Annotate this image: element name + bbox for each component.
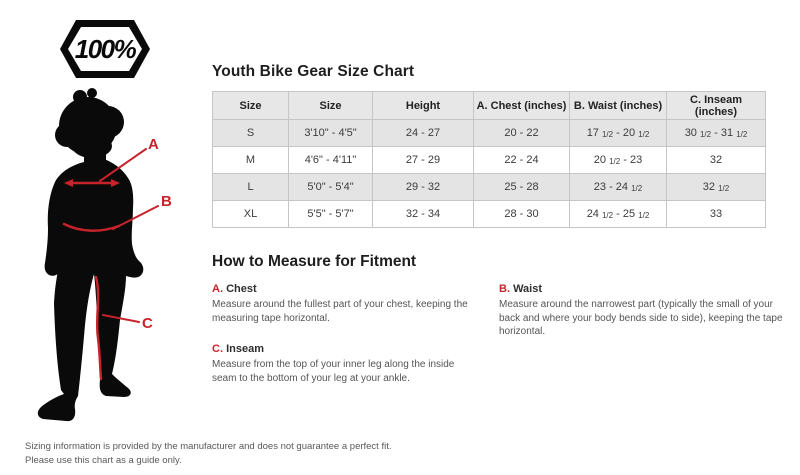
measure-item-chest: A. Chest Measure around the fullest part …	[212, 283, 477, 325]
label-c-connector	[102, 314, 140, 323]
table-cell: 22 - 24	[473, 146, 570, 174]
child-silhouette	[37, 88, 144, 422]
measure-item-waist: B. Waist Measure around the narrowest par…	[499, 283, 787, 339]
measure-section: How to Measure for Fitment A. Chest Measu…	[212, 253, 783, 385]
measure-item-name: Waist	[513, 283, 542, 295]
page-title: Youth Bike Gear Size Chart	[212, 63, 415, 80]
column-header: Height	[372, 91, 474, 120]
measure-item-letter: A.	[212, 283, 227, 295]
table-cell: 3'10" - 4'5"	[288, 119, 373, 147]
footer-disclaimer: Sizing information is provided by the ma…	[25, 440, 392, 468]
table-cell: 32 1/2	[666, 173, 766, 201]
table-cell: 17 1/2 - 20 1/2	[569, 119, 667, 147]
size-diagram: 100% A B C	[37, 20, 172, 422]
table-cell: 32 - 34	[372, 200, 474, 228]
label-b-connector	[112, 205, 159, 230]
chest-line-arrowheads	[64, 179, 120, 187]
table-cell: 5'0" - 5'4"	[288, 173, 373, 201]
column-header: Size	[288, 91, 373, 120]
measure-item-text: Measure around the fullest part of your …	[212, 299, 468, 324]
table-cell: 5'5" - 5'7"	[288, 200, 373, 228]
column-header: C. Inseam (inches)	[666, 91, 766, 120]
measure-item-heading: A. Chest	[212, 283, 477, 295]
table-cell: 24 - 27	[372, 119, 474, 147]
label-b: B	[161, 193, 172, 210]
inseam-line	[94, 275, 103, 381]
table-row: S 3'10" - 4'5" 24 - 27 20 - 22 17 1/2 - 20 1…	[212, 119, 766, 147]
table-cell: 25 - 28	[473, 173, 570, 201]
table-header: Size Size Height A. Chest (inches) B. Waist …	[212, 91, 766, 120]
measure-item-heading: C. Inseam	[212, 343, 477, 355]
table-cell: 20 1/2 - 23	[569, 146, 667, 174]
label-a: A	[148, 136, 159, 153]
measure-item-text: Measure around the narrowest part (typic…	[499, 299, 783, 337]
measure-item-letter: C.	[212, 343, 227, 355]
table-row: XL 5'5" - 5'7" 32 - 34 28 - 30 24 1/2 - 25 1…	[212, 200, 766, 228]
logo-text: 100%	[75, 34, 137, 64]
table-cell: 20 - 22	[473, 119, 570, 147]
label-a-connector	[99, 148, 147, 182]
table-cell: M	[212, 146, 289, 174]
measure-item-heading: B. Waist	[499, 283, 787, 295]
table-cell: 33	[666, 200, 766, 228]
measure-item-name: Inseam	[226, 343, 264, 355]
column-header: B. Waist (inches)	[569, 91, 667, 120]
column-header: Size	[212, 91, 289, 120]
measure-item-letter: B.	[499, 283, 514, 295]
measure-item-name: Chest	[226, 283, 257, 295]
table-cell: 24 1/2 - 25 1/2	[569, 200, 667, 228]
table-cell: 27 - 29	[372, 146, 474, 174]
brand-logo: 100%	[60, 20, 150, 78]
footer-line-2: Please use this chart as a guide only.	[25, 454, 182, 466]
table-cell: 30 1/2 - 31 1/2	[666, 119, 766, 147]
table-cell: 29 - 32	[372, 173, 474, 201]
table-cell: 28 - 30	[473, 200, 570, 228]
size-chart-table: Size Size Height A. Chest (inches) B. Waist …	[212, 91, 766, 228]
measure-column-left: A. Chest Measure around the fullest part …	[212, 283, 477, 385]
table-cell: XL	[212, 200, 289, 228]
column-header: A. Chest (inches)	[473, 91, 570, 120]
label-c: C	[142, 315, 153, 332]
measure-item-inseam: C. Inseam Measure from the top of your in…	[212, 343, 477, 385]
main-content: Youth Bike Gear Size Chart Size Size Heigh…	[212, 63, 783, 385]
table-cell: S	[212, 119, 289, 147]
measurement-annotations	[62, 148, 159, 381]
table-row: M 4'6" - 4'11" 27 - 29 22 - 24 20 1/2 - 23 32	[212, 146, 766, 174]
table-cell: L	[212, 173, 289, 201]
measure-title: How to Measure for Fitment	[212, 253, 417, 270]
table-cell: 23 - 24 1/2	[569, 173, 667, 201]
table-cell: 4'6" - 4'11"	[288, 146, 373, 174]
measure-column-right: B. Waist Measure around the narrowest par…	[499, 283, 787, 385]
measurement-labels: A B C	[142, 136, 172, 332]
table-cell: 32	[666, 146, 766, 174]
measure-item-text: Measure from the top of your inner leg a…	[212, 359, 455, 384]
table-row: L 5'0" - 5'4" 29 - 32 25 - 28 23 - 24 1/2 32 …	[212, 173, 766, 201]
footer-line-1: Sizing information is provided by the ma…	[25, 441, 392, 452]
